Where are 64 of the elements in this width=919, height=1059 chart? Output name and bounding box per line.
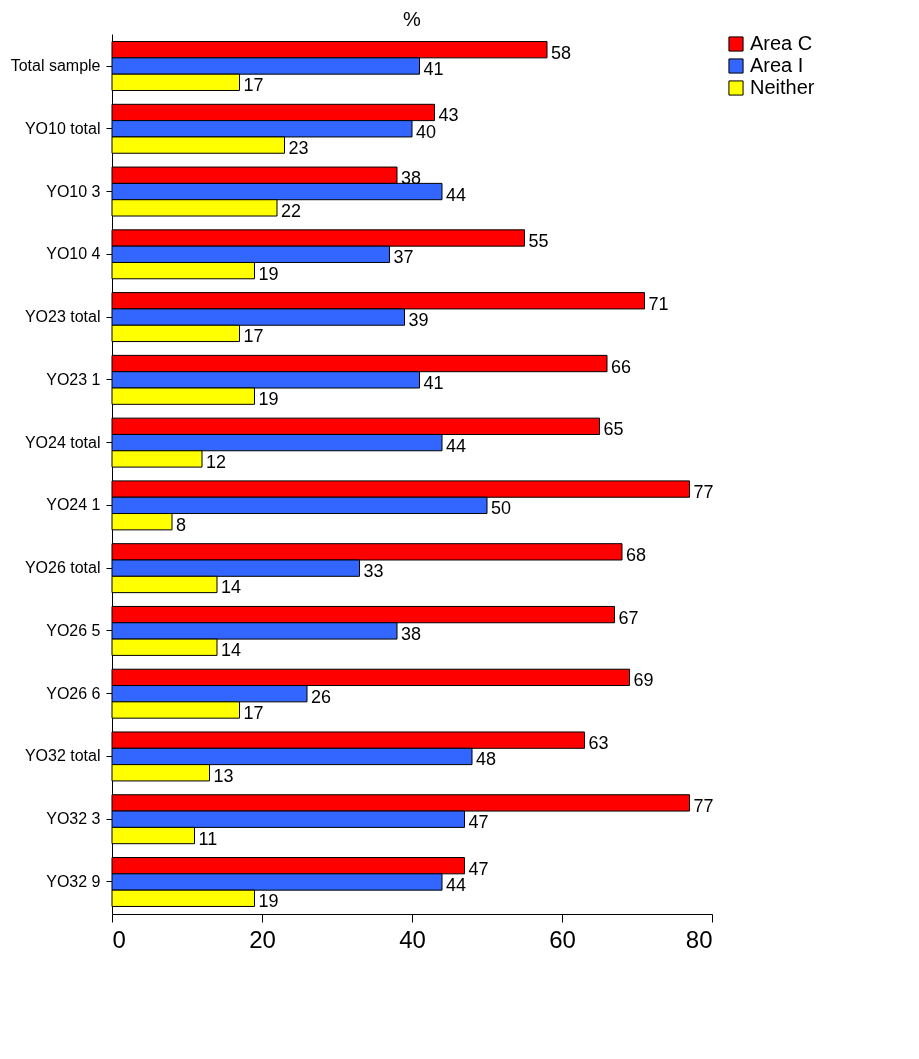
data-label: 63: [588, 733, 609, 754]
data-label: 17: [243, 75, 264, 96]
data-label: 77: [693, 482, 714, 503]
data-label: 47: [468, 812, 489, 833]
data-label: 66: [611, 356, 632, 377]
data-label: 65: [603, 419, 624, 440]
data-label: 12: [206, 451, 227, 472]
y-tick-label: Total sample: [10, 57, 101, 75]
data-label: 40: [416, 121, 437, 142]
data-label: 55: [528, 230, 549, 251]
chart-title: %: [403, 8, 422, 30]
data-label: 41: [423, 372, 444, 393]
data-label: 69: [633, 670, 654, 691]
data-label: 17: [243, 703, 264, 724]
data-label: 37: [393, 247, 414, 268]
data-label: 13: [213, 765, 234, 786]
y-tick-label: YO23 total: [24, 308, 101, 326]
x-tick-label: 20: [249, 925, 276, 953]
data-label: 17: [243, 326, 264, 347]
data-label: 38: [401, 623, 422, 644]
y-tick-label: YO32 3: [46, 810, 101, 828]
data-label: 44: [446, 435, 467, 456]
x-tick-label: 0: [112, 925, 126, 953]
legend-label: Area I: [750, 54, 804, 76]
data-label: 41: [423, 59, 444, 80]
data-label: 19: [258, 891, 279, 912]
x-tick-label: 80: [685, 925, 713, 953]
data-label: 39: [408, 310, 429, 331]
data-label: 68: [626, 544, 647, 565]
data-label: 22: [281, 200, 302, 221]
data-label: 71: [648, 293, 669, 314]
data-label: 47: [468, 858, 489, 879]
data-label: 44: [446, 184, 467, 205]
y-tick-label: YO24 1: [46, 496, 101, 514]
data-label: 14: [221, 577, 242, 598]
y-tick-label: YO32 9: [46, 872, 101, 890]
y-tick-label: YO26 6: [46, 684, 101, 702]
y-tick-label: YO10 3: [46, 182, 101, 200]
data-label: 26: [311, 686, 332, 707]
data-label: 19: [258, 389, 279, 410]
data-label: 67: [618, 607, 639, 628]
legend-label: Area C: [750, 32, 813, 54]
y-tick-label: YO32 total: [24, 747, 101, 765]
data-label: 44: [446, 874, 467, 895]
legend-label: Neither: [750, 76, 815, 98]
y-tick-label: YO26 5: [46, 621, 101, 639]
data-label: 23: [288, 138, 309, 159]
data-label: 33: [363, 561, 384, 582]
y-tick-label: YO10 total: [24, 119, 101, 137]
data-label: 8: [176, 514, 187, 535]
data-label: 77: [693, 795, 714, 816]
y-tick-label: YO23 1: [46, 370, 101, 388]
data-label: 14: [221, 640, 242, 661]
x-tick-label: 60: [549, 925, 576, 953]
data-label: 48: [476, 749, 497, 770]
data-label: 19: [258, 263, 279, 284]
x-tick-label: 40: [399, 925, 426, 953]
data-label: 50: [491, 498, 512, 519]
data-label: 43: [438, 105, 459, 126]
data-label: 11: [198, 828, 218, 849]
data-label: 58: [551, 42, 572, 63]
y-tick-label: YO10 4: [46, 245, 101, 263]
y-tick-label: YO26 total: [24, 559, 101, 577]
y-tick-label: YO24 total: [24, 433, 101, 451]
